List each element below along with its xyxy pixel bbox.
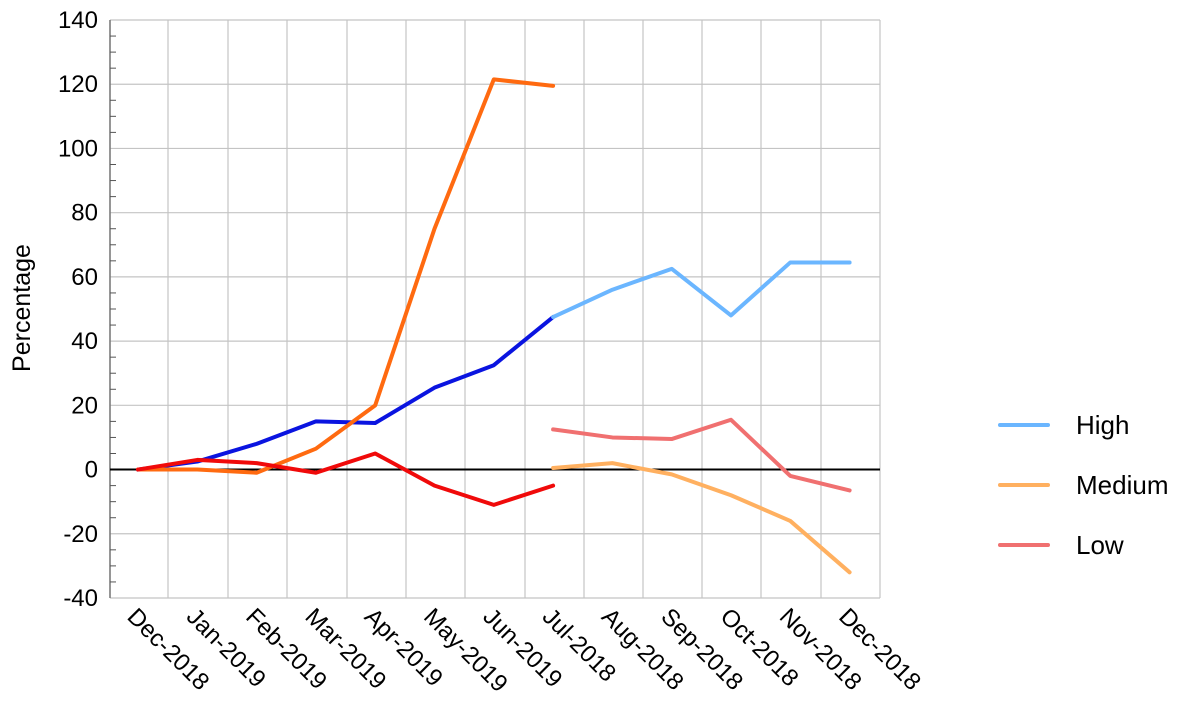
x-tick-labels: Dec-2018Jan-2019Feb-2019Mar-2019Apr-2019… <box>122 603 926 698</box>
y-tick-label: 100 <box>58 135 98 162</box>
series-line-medium <box>551 461 852 575</box>
legend-label: High <box>1076 410 1129 440</box>
series-line-low <box>551 417 852 493</box>
y-tick-label: 20 <box>71 392 98 419</box>
series-line-high <box>551 260 852 320</box>
y-tick-label: 60 <box>71 264 98 291</box>
axes <box>109 20 880 598</box>
y-axis-title: Percentage <box>8 244 36 372</box>
y-tick-label: 140 <box>58 7 98 34</box>
series-lines <box>136 77 852 575</box>
series-line-medium <box>136 77 556 475</box>
y-tick-label: -40 <box>63 585 98 612</box>
y-tick-labels: -40 -20 0 20 40 60 80 100 120 140 <box>58 7 98 612</box>
y-tick-label: 80 <box>71 200 98 227</box>
y-tick-label: -20 <box>63 521 98 548</box>
series-line-high <box>136 315 556 472</box>
series-line-low <box>136 451 556 507</box>
y-tick-label: 120 <box>58 71 98 98</box>
legend-label: Medium <box>1076 470 1168 500</box>
legend: High Medium Low <box>998 410 1168 560</box>
legend-label: Low <box>1076 530 1124 560</box>
y-tick-label: 40 <box>71 328 98 355</box>
y-tick-label: 0 <box>85 457 98 484</box>
